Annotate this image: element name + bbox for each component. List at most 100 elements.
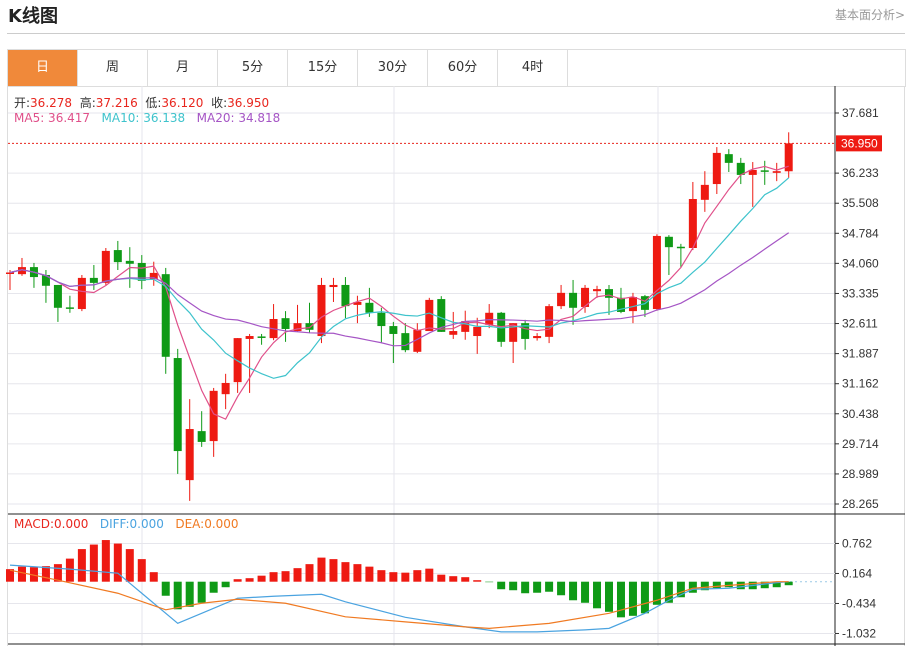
macd-bar bbox=[688, 581, 697, 593]
fundamental-analysis-link[interactable]: 基本面分析> bbox=[834, 8, 905, 22]
candle-body bbox=[377, 312, 386, 327]
macd-bar bbox=[593, 581, 602, 609]
macd-bar bbox=[700, 581, 709, 591]
macd-bar bbox=[113, 543, 122, 582]
candle-body bbox=[137, 262, 146, 281]
tab-day[interactable]: 日 bbox=[8, 50, 78, 86]
candle-body bbox=[676, 246, 685, 249]
ma20-line bbox=[9, 232, 790, 347]
macd-legend: MACD:0.000 DIFF:0.000 DEA:0.000 bbox=[14, 517, 239, 531]
price-tick-label: 37.681 bbox=[842, 106, 879, 120]
dea-line bbox=[9, 569, 789, 629]
macd-bar bbox=[17, 566, 26, 582]
close-label: 收: bbox=[211, 96, 228, 110]
candle-body bbox=[569, 292, 578, 308]
candle-body bbox=[65, 307, 74, 309]
macd-bar bbox=[772, 581, 781, 588]
candle-body bbox=[245, 336, 254, 339]
candle-body bbox=[353, 301, 362, 305]
macd-tick-label: -1.032 bbox=[842, 626, 876, 640]
macd-bar bbox=[485, 581, 494, 583]
macd-bar bbox=[712, 581, 721, 589]
price-tick-label: 28.989 bbox=[842, 467, 879, 481]
price-tick-label: 30.438 bbox=[842, 407, 879, 421]
candle-body bbox=[700, 184, 709, 200]
candle-body bbox=[329, 284, 338, 288]
candle-body bbox=[365, 302, 374, 313]
low-value: 36.120 bbox=[161, 96, 204, 110]
ma5-legend: MA5: 36.417 bbox=[14, 111, 91, 125]
candle-body bbox=[581, 287, 590, 307]
macd-bar bbox=[341, 562, 350, 582]
macd-bar bbox=[161, 581, 170, 596]
candle-body bbox=[784, 143, 793, 172]
open-label: 开: bbox=[14, 96, 31, 110]
macd-bar bbox=[269, 572, 278, 582]
diff-legend-value: DIFF:0.000 bbox=[99, 517, 164, 531]
macd-bar bbox=[509, 581, 518, 591]
price-tick-label: 36.233 bbox=[842, 166, 879, 180]
tab-5min[interactable]: 5分 bbox=[218, 50, 288, 86]
candle-body bbox=[17, 267, 26, 275]
macd-bar bbox=[53, 564, 62, 582]
candle-body bbox=[593, 289, 602, 292]
candle-body bbox=[413, 329, 422, 352]
macd-bar bbox=[221, 581, 230, 588]
macd-bar bbox=[605, 581, 613, 612]
candle-body bbox=[53, 284, 62, 308]
macd-bar bbox=[760, 581, 769, 589]
macd-bar bbox=[173, 581, 182, 610]
macd-bar bbox=[365, 566, 374, 582]
ohlc-legend: 开:36.278 高:37.216 低:36.120 收:36.950 bbox=[14, 94, 269, 111]
price-tick-label: 28.265 bbox=[842, 497, 879, 511]
candle-body bbox=[389, 326, 398, 334]
ma-legend: MA5: 36.417 MA10: 36.138 MA20: 34.818 bbox=[14, 111, 280, 125]
candle-body bbox=[41, 274, 50, 286]
macd-bar bbox=[329, 559, 338, 582]
open-value: 36.278 bbox=[30, 96, 73, 110]
macd-bar bbox=[521, 581, 530, 594]
macd-bar bbox=[305, 564, 314, 582]
macd-bar bbox=[281, 571, 290, 582]
macd-bar bbox=[724, 581, 733, 588]
price-tick-label: 29.714 bbox=[842, 437, 879, 451]
candle-body bbox=[664, 236, 673, 248]
candle-body bbox=[760, 170, 769, 172]
macd-bar bbox=[41, 566, 50, 582]
candle-body bbox=[305, 323, 314, 330]
tab-month[interactable]: 月 bbox=[148, 50, 218, 86]
macd-bar bbox=[89, 544, 98, 582]
tab-30min[interactable]: 30分 bbox=[358, 50, 428, 86]
macd-tick-label: -0.434 bbox=[842, 596, 876, 610]
macd-bar bbox=[784, 581, 793, 586]
candle-body bbox=[485, 312, 494, 325]
macd-bar bbox=[497, 581, 506, 590]
macd-bar bbox=[401, 572, 410, 582]
chart-frame bbox=[7, 86, 905, 646]
tab-15min[interactable]: 15分 bbox=[288, 50, 358, 86]
macd-bar bbox=[413, 570, 422, 582]
macd-bar bbox=[652, 581, 661, 605]
candle-body bbox=[113, 250, 122, 263]
macd-bar bbox=[65, 558, 74, 582]
macd-bar bbox=[676, 581, 685, 598]
candle-body bbox=[425, 299, 434, 332]
candle-body bbox=[221, 382, 230, 395]
last-price-badge bbox=[836, 135, 882, 152]
candle-body bbox=[101, 250, 110, 283]
tab-60min[interactable]: 60分 bbox=[428, 50, 498, 86]
macd-bar bbox=[449, 576, 458, 582]
candle-body bbox=[401, 333, 410, 351]
tab-4hour[interactable]: 4时 bbox=[498, 50, 568, 86]
tab-week[interactable]: 周 bbox=[78, 50, 148, 86]
candle-body bbox=[77, 277, 86, 310]
high-value: 37.216 bbox=[95, 96, 138, 110]
macd-bar bbox=[77, 549, 86, 582]
candle-body bbox=[89, 277, 98, 283]
candle-body bbox=[161, 274, 170, 357]
macd-bar bbox=[569, 581, 578, 601]
candle-body bbox=[341, 284, 350, 307]
candle-body bbox=[772, 171, 781, 173]
close-value: 36.950 bbox=[227, 96, 270, 110]
